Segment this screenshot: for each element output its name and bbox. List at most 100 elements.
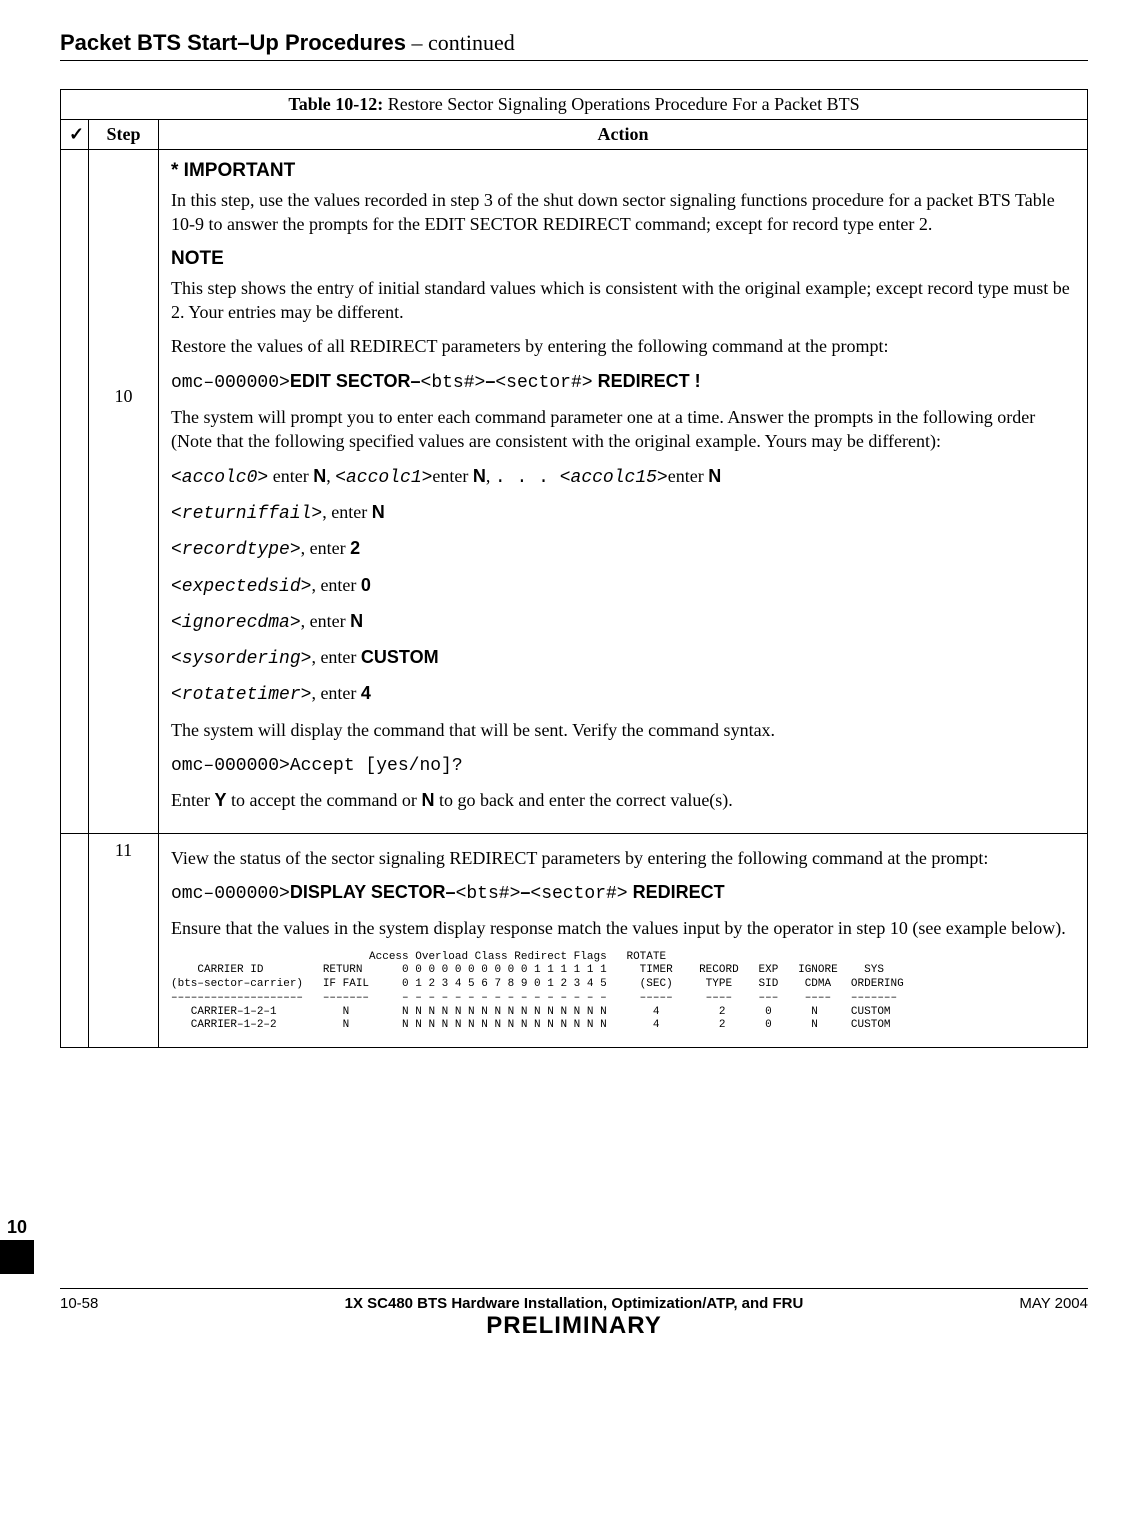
important-paragraph: In this step, use the values recorded in… [171,188,1075,237]
text: , enter [311,683,360,703]
param: <bts#> [421,373,486,393]
val: CUSTOM [361,647,439,667]
text: to go back and enter the correct value(s… [434,790,732,810]
text: , [326,466,335,486]
param: <accolc1> [335,468,432,488]
table-row: 11 View the status of the sector signali… [61,833,1088,1047]
recordtype-line: <recordtype>, enter 2 [171,536,1075,562]
footer-left: 10-58 [60,1295,180,1312]
text: enter [668,466,708,486]
prompt: omc–000000>Accept [yes/no]? [171,756,463,776]
val: N [350,611,363,631]
param: <rotatetimer> [171,685,311,705]
text: , [486,466,495,486]
table-caption-row: Table 10-12: Restore Sector Signaling Op… [61,90,1088,120]
footer-doc-title: 1X SC480 BTS Hardware Installation, Opti… [180,1295,968,1312]
table-row: 10 * IMPORTANT In this step, use the val… [61,150,1088,834]
val: 2 [350,538,360,558]
param: <sector#> [495,373,592,393]
ensure-paragraph: Ensure that the values in the system dis… [171,916,1075,940]
chapter-tab-bar [0,1240,34,1274]
check-cell [61,150,89,834]
param: <accolc0> [171,468,268,488]
text: Enter [171,790,214,810]
accept-prompt: omc–000000>Accept [yes/no]? [171,752,1075,778]
verify-paragraph: The system will display the command that… [171,718,1075,742]
param: <sysordering> [171,649,311,669]
text: . . . [495,468,560,488]
action-cell: View the status of the sector signaling … [159,833,1088,1047]
col-check-header: ✓ [61,120,89,150]
enter-paragraph: Enter Y to accept the command or N to go… [171,788,1075,812]
restore-paragraph: Restore the values of all REDIRECT param… [171,334,1075,358]
text: , enter [311,647,360,667]
text: to accept the command or [227,790,422,810]
footer-right: MAY 2004 [968,1295,1088,1312]
cmd: – [485,371,495,391]
cmd: – [520,882,530,902]
text: enter [268,466,313,486]
chapter-tab: 10 [0,1217,34,1274]
text: , enter [301,538,350,558]
check-cell [61,833,89,1047]
text: , enter [301,611,350,631]
action-cell: * IMPORTANT In this step, use the values… [159,150,1088,834]
param: <expectedsid> [171,577,311,597]
val: N [421,790,434,810]
val: N [708,466,721,486]
explain-paragraph: The system will prompt you to enter each… [171,405,1075,454]
rotatetimer-line: <rotatetimer>, enter 4 [171,681,1075,707]
col-step-header: Step [89,120,159,150]
text: , enter [311,575,360,595]
title-rule [60,60,1088,61]
cmd: DISPLAY SECTOR– [290,882,456,902]
accolc-line: <accolc0> enter N, <accolc1>enter N, . .… [171,464,1075,490]
step-10-number: 10 [115,386,133,406]
prompt: omc–000000> [171,373,290,393]
param: <sector#> [530,884,627,904]
cmd: REDIRECT ! [593,371,701,391]
text: enter [432,466,472,486]
step-number: 11 [89,833,159,1047]
footer-center: 1X SC480 BTS Hardware Installation, Opti… [180,1295,968,1340]
text: shut down sector signaling functions pro… [543,190,883,210]
ignorecdma-line: <ignorecdma>, enter N [171,609,1075,635]
table-caption: Table 10-12: Restore Sector Signaling Op… [61,90,1088,120]
command-line-1: omc–000000>EDIT SECTOR–<bts#>–<sector#> … [171,369,1075,395]
param: <accolc15> [560,468,668,488]
command-line-2: omc–000000>DISPLAY SECTOR–<bts#>–<sector… [171,880,1075,906]
page-title: Packet BTS Start–Up Procedures – continu… [60,30,1088,56]
table-header-row: ✓ Step Action [61,120,1088,150]
sysordering-line: <sysordering>, enter CUSTOM [171,645,1075,671]
val: 0 [361,575,371,595]
table-caption-text: Restore Sector Signaling Operations Proc… [383,94,859,114]
table-label: Table 10-12: [288,94,383,114]
prompt: omc–000000> [171,884,290,904]
text: In this step, use the values recorded in… [171,190,543,210]
title-continued: – continued [406,30,515,55]
page-footer: 10-58 1X SC480 BTS Hardware Installation… [60,1288,1088,1340]
param: <ignorecdma> [171,613,301,633]
important-heading: * IMPORTANT [171,158,1075,184]
title-bold: Packet BTS Start–Up Procedures [60,30,406,55]
param: <recordtype> [171,540,301,560]
note-heading: NOTE [171,246,1075,272]
val: 4 [361,683,371,703]
procedure-table: Table 10-12: Restore Sector Signaling Op… [60,89,1088,1048]
view-paragraph: View the status of the sector signaling … [171,846,1075,870]
val: Y [214,790,226,810]
val: N [313,466,326,486]
expectedsid-line: <expectedsid>, enter 0 [171,573,1075,599]
val: N [473,466,486,486]
step-number: 10 [89,150,159,834]
param: <bts#> [456,884,521,904]
col-action-header: Action [159,120,1088,150]
note-paragraph: This step shows the entry of initial sta… [171,276,1075,325]
terminal-output: Access Overload Class Redirect Flags ROT… [171,951,1075,1034]
param: <returniffail> [171,504,322,524]
val: N [372,502,385,522]
text: , enter [322,502,371,522]
chapter-number: 10 [0,1217,34,1240]
cmd: EDIT SECTOR– [290,371,421,391]
cmd: REDIRECT [628,882,725,902]
